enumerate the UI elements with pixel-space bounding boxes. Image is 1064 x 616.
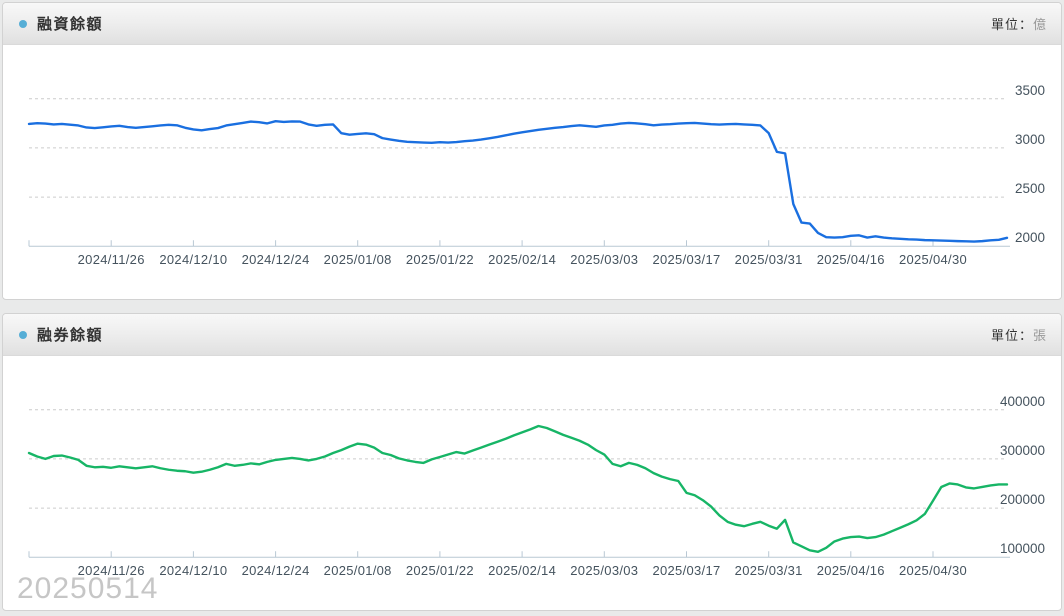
svg-text:2025/02/14: 2025/02/14 — [488, 252, 556, 267]
unit-prefix: 單位： — [990, 328, 1033, 343]
bullet-icon — [19, 19, 27, 28]
margin-financing-line-chart: 2000 2500 3000 3500 2024/11/26 2024/12/10 2024… — [27, 83, 1045, 267]
svg-text:2500: 2500 — [1015, 181, 1045, 196]
svg-text:300000: 300000 — [1000, 443, 1045, 458]
svg-text:2025/04/16: 2025/04/16 — [817, 563, 885, 578]
svg-text:400000: 400000 — [1000, 394, 1045, 409]
svg-text:2025/01/08: 2025/01/08 — [324, 252, 392, 267]
svg-text:3000: 3000 — [1015, 132, 1045, 147]
svg-text:2024/11/26: 2024/11/26 — [78, 252, 145, 267]
panel-title-financing: 融資餘額 — [37, 16, 104, 33]
unit-value: 億 — [1032, 17, 1047, 32]
svg-text:2024/12/10: 2024/12/10 — [159, 563, 227, 578]
short-selling-line-chart: 100000 200000 300000 400000 2024/11/26 2024/1… — [27, 394, 1045, 578]
svg-text:2025/03/17: 2025/03/17 — [652, 563, 720, 578]
short-selling-chart-area: 100000 200000 300000 400000 2024/11/26 2024/1… — [3, 356, 1061, 609]
svg-text:2025/04/30: 2025/04/30 — [899, 563, 967, 578]
svg-text:2025/01/22: 2025/01/22 — [406, 252, 474, 267]
margin-financing-panel: 融資餘額 單位：億 2000 2500 3000 3500 2024/11/26 2024… — [2, 2, 1062, 300]
unit-value: 張 — [1032, 328, 1047, 343]
short-selling-header: 融券餘額 單位：張 — [3, 314, 1061, 356]
watermark-date: 20250514 — [17, 572, 159, 605]
short-selling-panel: 融券餘額 單位：張 100000 200000 300000 400000 2024/1… — [2, 313, 1062, 611]
svg-text:2025/02/14: 2025/02/14 — [488, 563, 556, 578]
margin-financing-chart-area: 2000 2500 3000 3500 2024/11/26 2024/12/10 2024… — [3, 45, 1061, 298]
svg-text:2025/04/30: 2025/04/30 — [899, 252, 967, 267]
bullet-icon — [19, 330, 27, 339]
svg-text:2025/03/03: 2025/03/03 — [570, 563, 638, 578]
svg-text:2025/01/22: 2025/01/22 — [406, 563, 474, 578]
svg-text:2025/01/08: 2025/01/08 — [324, 563, 392, 578]
svg-text:3500: 3500 — [1015, 83, 1045, 98]
margin-financing-header: 融資餘額 單位：億 — [3, 3, 1061, 45]
unit-label-financing: 單位：億 — [991, 14, 1047, 33]
svg-text:100000: 100000 — [1000, 541, 1045, 556]
svg-text:2024/12/10: 2024/12/10 — [159, 252, 227, 267]
unit-prefix: 單位： — [990, 17, 1033, 32]
svg-text:2000: 2000 — [1015, 230, 1045, 245]
unit-label-short: 單位：張 — [991, 325, 1047, 344]
svg-text:2024/12/24: 2024/12/24 — [242, 252, 310, 267]
svg-text:2025/03/17: 2025/03/17 — [652, 252, 720, 267]
svg-text:2025/04/16: 2025/04/16 — [817, 252, 885, 267]
panel-title-short: 融券餘額 — [37, 327, 104, 344]
svg-text:2024/12/24: 2024/12/24 — [242, 563, 310, 578]
svg-text:2025/03/31: 2025/03/31 — [735, 252, 803, 267]
svg-text:2025/03/31: 2025/03/31 — [735, 563, 803, 578]
svg-text:2025/03/03: 2025/03/03 — [570, 252, 638, 267]
svg-text:200000: 200000 — [1000, 492, 1045, 507]
svg-text:2024/11/26: 2024/11/26 — [78, 563, 145, 578]
